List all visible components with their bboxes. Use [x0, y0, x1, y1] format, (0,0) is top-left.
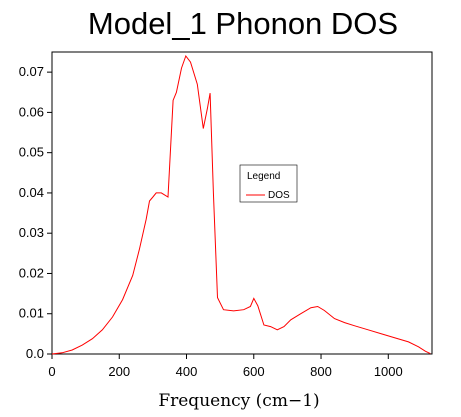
x-tick-label: 800: [310, 364, 332, 379]
x-tick-label: 400: [176, 364, 198, 379]
y-tick-label: 0.03: [19, 225, 44, 240]
series-line-dos: [51, 54, 431, 355]
y-axis: 0.0 0.01 0.02 0.03 0.04 0.05 0.06 0.07: [19, 64, 52, 361]
legend-box: [239, 164, 298, 203]
y-tick-label: 0.07: [19, 64, 44, 79]
y-tick-label: 0.06: [19, 104, 44, 119]
x-axis: 0 200 400 600 800 1000: [48, 354, 403, 379]
legend: Legend DOS: [239, 164, 298, 203]
x-tick-label: 1000: [374, 364, 403, 379]
legend-title: Legend: [247, 171, 280, 182]
y-tick-label: 0.05: [19, 145, 44, 160]
plot-frame: [51, 51, 433, 355]
y-tick-label: 0.01: [19, 306, 44, 321]
chart-title: Model_1 Phonon DOS: [88, 6, 398, 41]
x-tick-label: 600: [243, 364, 265, 379]
y-tick-label: 0.02: [19, 265, 44, 280]
legend-label-dos: DOS: [268, 190, 290, 201]
x-tick-label: 200: [108, 364, 130, 379]
x-tick-label: 0: [48, 364, 55, 379]
y-tick-label: 0.0: [26, 346, 44, 361]
y-tick-label: 0.04: [19, 185, 44, 200]
x-axis-label: Frequency (cm−1): [158, 391, 319, 411]
